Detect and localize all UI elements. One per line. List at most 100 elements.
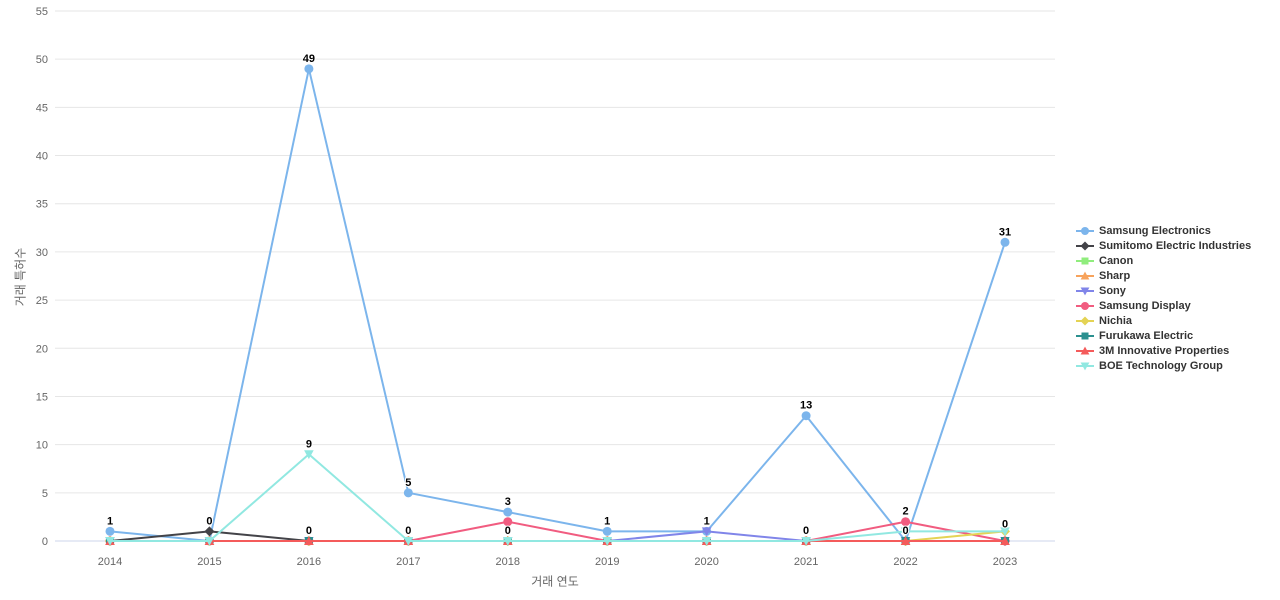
marker-boe-technology-group[interactable] (900, 527, 911, 537)
x-tick-label: 2022 (893, 556, 917, 568)
x-axis-title: 거래 연도 (531, 574, 579, 589)
legend-item-sumitomo-electric-industries[interactable]: Sumitomo Electric Industries (1076, 238, 1251, 253)
series-line-sony (109, 530, 1006, 542)
series-line-samsung-display (109, 520, 1006, 542)
marker-boe-technology-group[interactable] (304, 450, 314, 460)
y-tick-label: 40 (36, 151, 48, 163)
marker-samsung-display[interactable] (901, 517, 911, 527)
marker-samsung-electronics[interactable] (304, 64, 314, 74)
x-tick-label: 2020 (694, 556, 718, 568)
point-label: 3 (505, 496, 511, 508)
point-label: 13 (800, 400, 812, 412)
y-tick-label: 15 (36, 391, 48, 403)
x-tick-label: 2015 (197, 556, 221, 568)
legend-item-canon[interactable]: Canon (1076, 253, 1251, 268)
series-line-nichia (109, 530, 1006, 542)
point-label: 9 (306, 438, 312, 450)
legend-label: Sharp (1099, 269, 1131, 282)
legend-marker-icon (1076, 287, 1094, 295)
y-tick-label: 20 (36, 343, 48, 355)
y-tick-label: 25 (36, 295, 48, 307)
series-line-sumitomo-electric-industries (109, 530, 1006, 542)
y-tick-label: 30 (36, 247, 48, 259)
legend-marker-icon (1076, 226, 1094, 235)
legend-item-furukawa-electric[interactable]: Furukawa Electric (1076, 328, 1251, 343)
y-tick-label: 50 (36, 54, 48, 66)
series-line-boe-technology-group (109, 453, 1006, 542)
legend-item-samsung-electronics[interactable]: Samsung Electronics (1076, 223, 1251, 238)
y-tick-label: 45 (36, 102, 48, 114)
point-label: 0 (505, 525, 511, 537)
point-label: 0 (206, 515, 212, 527)
legend-label: Sumitomo Electric Industries (1099, 239, 1252, 252)
marker-boe-technology-group[interactable] (801, 537, 811, 546)
point-label: 0 (405, 525, 411, 537)
y-axis-title: 거래 특허수 (13, 247, 28, 307)
legend-label: 3M Innovative Properties (1099, 344, 1230, 357)
marker-samsung-electronics[interactable] (602, 526, 612, 536)
legend-marker-icon (1076, 346, 1094, 354)
legend-item-boe-technology-group[interactable]: BOE Technology Group (1076, 358, 1251, 373)
marker-3m-innovative-properties[interactable] (304, 536, 314, 545)
x-tick-label: 2014 (98, 556, 122, 568)
legend-item-nichia[interactable]: Nichia (1076, 313, 1251, 328)
y-tick-label: 10 (36, 440, 48, 452)
point-label: 2 (902, 506, 908, 518)
series-line-samsung-electronics (109, 67, 1006, 542)
x-tick-label: 2023 (993, 556, 1017, 568)
legend-label: Canon (1099, 254, 1134, 267)
marker-boe-technology-group[interactable] (701, 537, 712, 546)
legend-label: Furukawa Electric (1099, 329, 1194, 342)
x-tick-label: 2021 (794, 556, 818, 568)
x-tick-label: 2017 (396, 556, 420, 568)
marker-sumitomo-electric-industries[interactable] (204, 526, 215, 537)
y-tick-label: 5 (42, 488, 48, 500)
y-tick-label: 0 (42, 536, 48, 548)
x-tick-label: 2016 (297, 556, 321, 568)
y-tick-label: 55 (36, 6, 48, 18)
legend-label: Samsung Electronics (1099, 224, 1211, 237)
legend-item-3m-innovative-properties[interactable]: 3M Innovative Properties (1076, 343, 1251, 358)
marker-boe-technology-group[interactable] (1000, 527, 1010, 537)
marker-boe-technology-group[interactable] (105, 537, 115, 546)
point-label: 1 (704, 515, 710, 527)
legend-marker-icon (1076, 316, 1094, 325)
point-label: 0 (306, 525, 312, 537)
marker-sony[interactable] (701, 527, 712, 537)
legend-marker-icon (1076, 257, 1094, 264)
x-tick-label: 2019 (595, 556, 619, 568)
legend-marker-icon (1076, 241, 1094, 250)
marker-samsung-electronics[interactable] (105, 526, 115, 536)
legend-label: BOE Technology Group (1099, 359, 1223, 372)
marker-3m-innovative-properties[interactable] (1000, 536, 1010, 545)
legend-item-sony[interactable]: Sony (1076, 283, 1251, 298)
legend-marker-icon (1076, 332, 1094, 339)
marker-samsung-electronics[interactable] (503, 507, 513, 517)
legend-item-sharp[interactable]: Sharp (1076, 268, 1251, 283)
legend-marker-icon (1076, 362, 1094, 370)
marker-boe-technology-group[interactable] (502, 537, 513, 546)
point-label: 1 (604, 515, 610, 527)
marker-3m-innovative-properties[interactable] (900, 536, 911, 545)
legend: Samsung Electronics Sumitomo Electric Ind… (1076, 223, 1251, 373)
marker-samsung-electronics[interactable] (801, 411, 811, 421)
marker-samsung-electronics[interactable] (403, 488, 413, 498)
legend-item-samsung-display[interactable]: Samsung Display (1076, 298, 1251, 313)
marker-boe-technology-group[interactable] (204, 537, 215, 546)
point-label: 31 (999, 226, 1011, 238)
point-label: 0 (803, 525, 809, 537)
legend-marker-icon (1076, 271, 1094, 279)
legend-label: Samsung Display (1099, 299, 1191, 312)
legend-marker-icon (1076, 301, 1094, 310)
point-label: 0 (902, 525, 908, 537)
point-label: 49 (303, 53, 315, 65)
marker-boe-technology-group[interactable] (403, 537, 414, 546)
legend-label: Sony (1099, 284, 1126, 297)
marker-samsung-display[interactable] (503, 517, 513, 527)
y-tick-label: 35 (36, 199, 48, 211)
marker-boe-technology-group[interactable] (602, 537, 613, 546)
marker-samsung-electronics[interactable] (1000, 237, 1010, 247)
point-label: 0 (1002, 518, 1008, 530)
